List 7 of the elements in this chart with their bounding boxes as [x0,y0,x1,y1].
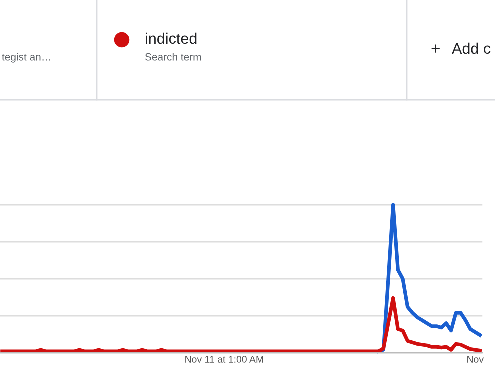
legend-label: indicted [146,32,197,44]
text: tegist an… [2,53,50,63]
text: Search term [145,53,202,61]
text: + [432,44,440,53]
x-tick-label: Nov 11 at 1:00 AM [186,356,264,363]
text: Add c [452,42,491,54]
x-tick-label: Nov [468,356,484,363]
